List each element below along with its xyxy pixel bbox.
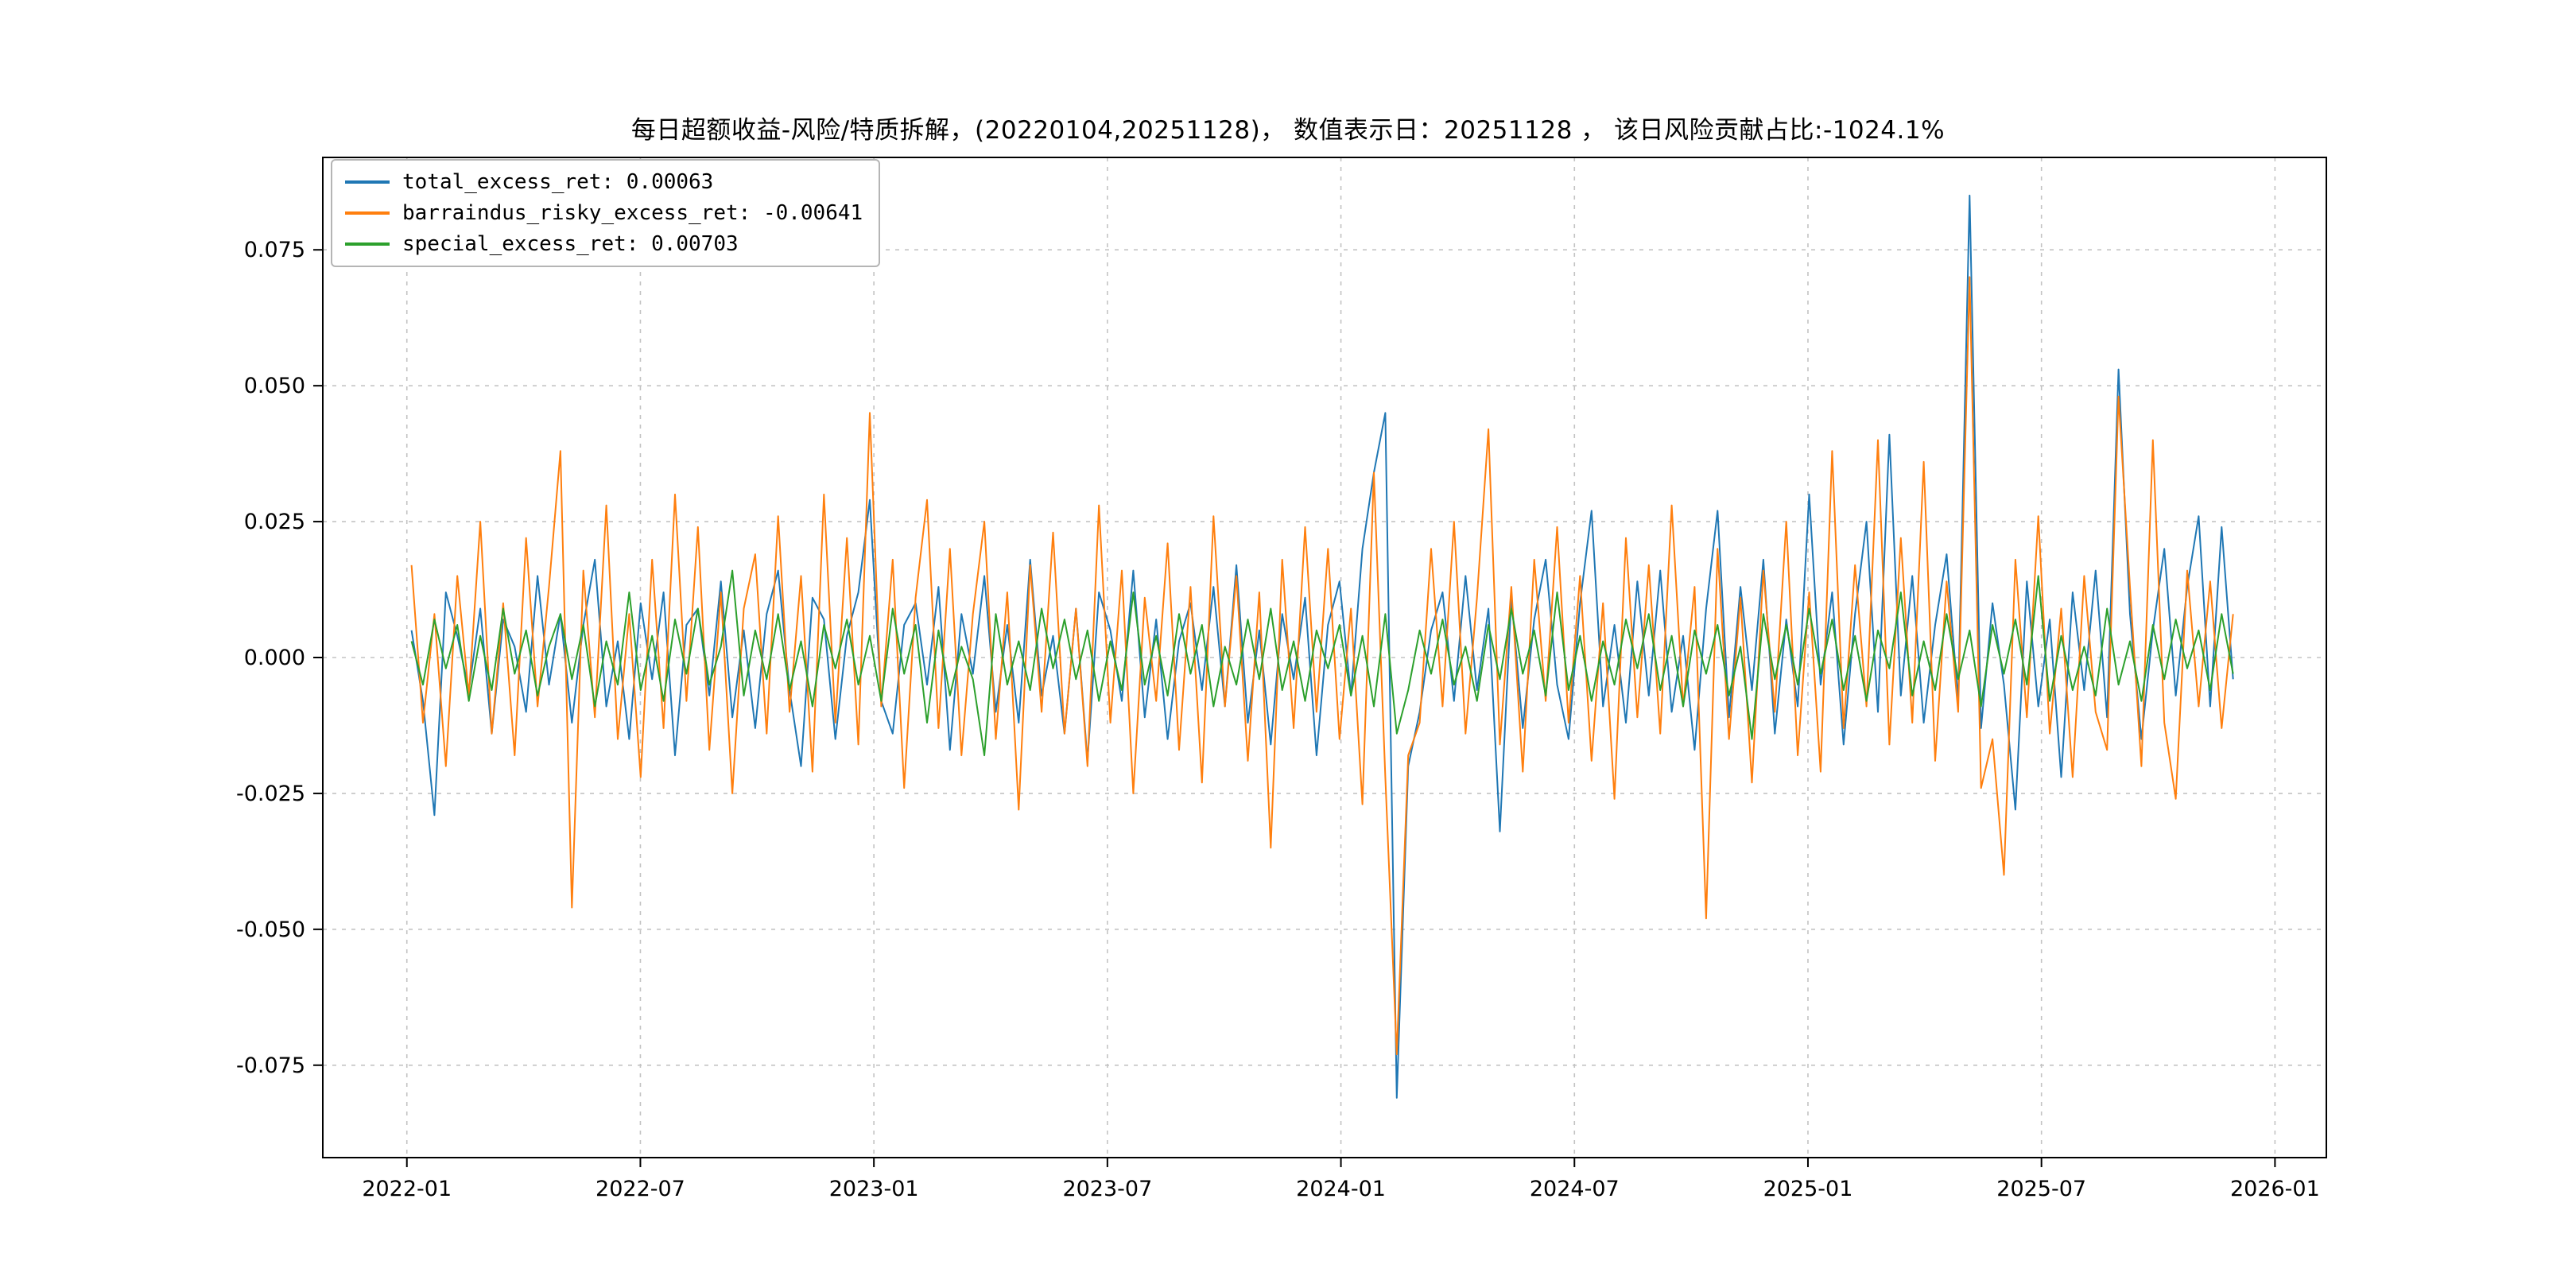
y-tick-label: -0.075 [236,1053,305,1078]
y-tick-label: -0.025 [236,782,305,806]
x-tick-label: 2024-07 [1530,1177,1620,1201]
x-tick-label: 2023-07 [1062,1177,1152,1201]
legend-item: special_excess_ret: 0.00703 [345,232,863,256]
legend-swatch-barraindus-risky-excess-ret [345,211,390,215]
x-tick-label: 2025-01 [1763,1177,1853,1201]
series-line-barraindus_risky_excess_ret [410,276,2234,1056]
series-line-total_excess_ret [410,194,2234,1099]
legend-swatch-special-excess-ret [345,242,390,246]
y-tick-label: 0.025 [244,510,305,534]
legend-label: special_excess_ret: 0.00703 [402,232,739,256]
x-tick-label: 2026-01 [2230,1177,2320,1201]
legend-item: barraindus_risky_excess_ret: -0.00641 [345,201,863,225]
y-tick-label: -0.050 [236,918,305,942]
legend-item: total_excess_ret: 0.00063 [345,170,863,194]
y-tick-label: 0.050 [244,374,305,398]
legend-swatch-total-excess-ret [345,180,390,184]
chart-title: 每日超额收益-风险/特质拆解，(20220104,20251128)， 数值表示… [630,116,1946,145]
legend: total_excess_ret: 0.00063 barraindus_ris… [331,159,881,267]
x-tick-label: 2025-07 [1996,1177,2086,1201]
x-tick-label: 2022-07 [596,1177,685,1201]
series-line-special_excess_ret [410,569,2234,757]
x-tick-label: 2023-01 [829,1177,919,1201]
legend-label: total_excess_ret: 0.00063 [402,170,714,194]
x-tick-label: 2024-01 [1296,1177,1386,1201]
legend-label: barraindus_risky_excess_ret: -0.00641 [402,201,863,225]
y-tick-label: 0.000 [244,646,305,670]
x-tick-label: 2022-01 [362,1177,452,1201]
y-tick-label: 0.075 [244,238,305,262]
